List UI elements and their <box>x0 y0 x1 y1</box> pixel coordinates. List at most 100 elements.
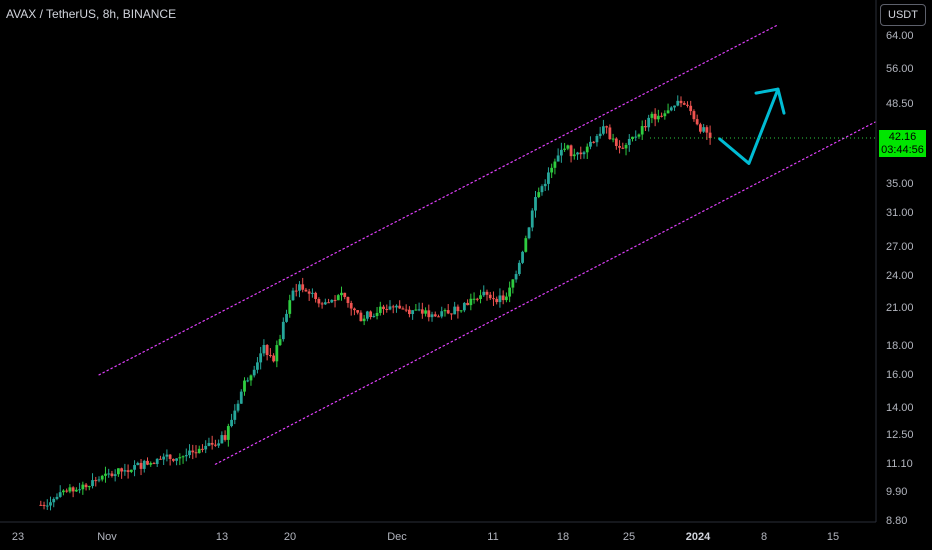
candle-down <box>450 313 453 315</box>
candle-up <box>669 107 673 111</box>
candle-up <box>226 426 230 440</box>
candle-down <box>307 291 311 294</box>
candle-up <box>298 284 301 291</box>
candle-up <box>181 456 185 458</box>
candle-up <box>49 502 52 506</box>
candle-up <box>107 473 111 475</box>
candle-up <box>204 445 208 450</box>
candle-up <box>514 274 518 280</box>
time-tick-label: 23 <box>11 531 25 543</box>
candle-up <box>162 456 166 460</box>
candle-down <box>433 314 437 317</box>
time-tick-label: 15 <box>826 531 840 543</box>
candle-up <box>547 172 550 184</box>
candle-down <box>268 355 272 357</box>
candle-up <box>637 134 641 137</box>
currency-button[interactable]: USDT <box>880 4 926 26</box>
candle-up <box>45 505 49 507</box>
candle-down <box>356 310 360 313</box>
candle-up <box>462 302 466 311</box>
candle-up <box>262 345 266 354</box>
candle-up <box>68 487 72 492</box>
candle-down <box>475 298 479 300</box>
candle-up <box>453 306 457 315</box>
candle-up <box>524 238 528 252</box>
time-tick-label: 20 <box>283 531 297 543</box>
candle-up <box>58 492 62 497</box>
candle-up <box>230 419 233 427</box>
candle-down <box>84 484 88 488</box>
candle-up <box>220 435 224 444</box>
candle-down <box>579 152 583 155</box>
candle-up <box>78 489 81 491</box>
candle-up <box>521 251 524 263</box>
candle-down <box>686 104 689 106</box>
candle-down <box>695 119 699 125</box>
candle-down <box>427 310 431 318</box>
candle-up <box>142 460 146 469</box>
time-tick-label: 11 <box>487 531 499 543</box>
candle-up <box>74 489 78 492</box>
price-tick-label: 56.00 <box>886 62 914 75</box>
candle-down <box>327 302 330 304</box>
candle-up <box>165 454 169 457</box>
candle-up <box>233 410 237 420</box>
candle-up <box>556 155 560 162</box>
candle-up <box>656 115 660 120</box>
candle-down <box>608 127 612 140</box>
candle-down <box>369 311 372 318</box>
price-tick-label: 18.00 <box>886 340 914 353</box>
price-tick-label: 24.00 <box>886 269 914 282</box>
candle-up <box>365 311 369 319</box>
candle-down <box>420 309 424 314</box>
candle-up <box>117 468 120 475</box>
channel-upper-line <box>98 24 779 376</box>
last-price-value: 42.16 <box>888 131 917 143</box>
price-tick-label: 31.00 <box>886 207 914 220</box>
candle-down <box>705 127 709 133</box>
symbol-title: AVAX / TetherUS, 8h, BINANCE <box>6 7 177 21</box>
candle-up <box>530 210 534 228</box>
candle-up <box>559 149 563 156</box>
candle-up <box>508 287 512 297</box>
candle-down <box>317 298 321 304</box>
candle-up <box>129 469 133 472</box>
candle-up <box>527 227 531 239</box>
candle-down <box>139 462 143 469</box>
price-tick-label: 64.00 <box>886 30 914 42</box>
candle-down <box>301 284 305 290</box>
candle-up <box>563 148 566 150</box>
candle-up <box>595 136 599 143</box>
time-tick-label: 2024 <box>685 531 711 543</box>
candle-up <box>378 306 382 313</box>
candle-up <box>91 480 94 487</box>
candle-up <box>472 298 476 300</box>
candle-up <box>87 486 91 488</box>
candle-up <box>123 470 127 472</box>
candle-down <box>495 298 499 303</box>
candle-down <box>171 458 175 461</box>
candle-up <box>149 463 153 465</box>
candle-up <box>631 136 634 139</box>
candle-down <box>501 295 505 301</box>
candle-down <box>71 487 75 492</box>
candle-down <box>346 296 350 303</box>
candle-up <box>291 290 295 301</box>
candle-up <box>517 262 521 275</box>
candle-down <box>660 115 663 117</box>
candle-down <box>343 292 347 297</box>
candle-up <box>155 458 159 464</box>
candle-up <box>673 105 676 108</box>
candle-down <box>699 124 702 132</box>
candle-down <box>446 310 450 314</box>
last-price-badge: 42.16 03:44:56 <box>879 130 926 157</box>
candle-up <box>52 498 56 503</box>
candle-up <box>55 496 59 499</box>
price-tick-label: 16.00 <box>886 368 914 381</box>
candle-down <box>314 292 318 299</box>
candle-down <box>485 291 489 295</box>
time-tick-label: 25 <box>622 531 636 543</box>
candle-up <box>537 192 541 198</box>
candle-up <box>498 295 502 303</box>
